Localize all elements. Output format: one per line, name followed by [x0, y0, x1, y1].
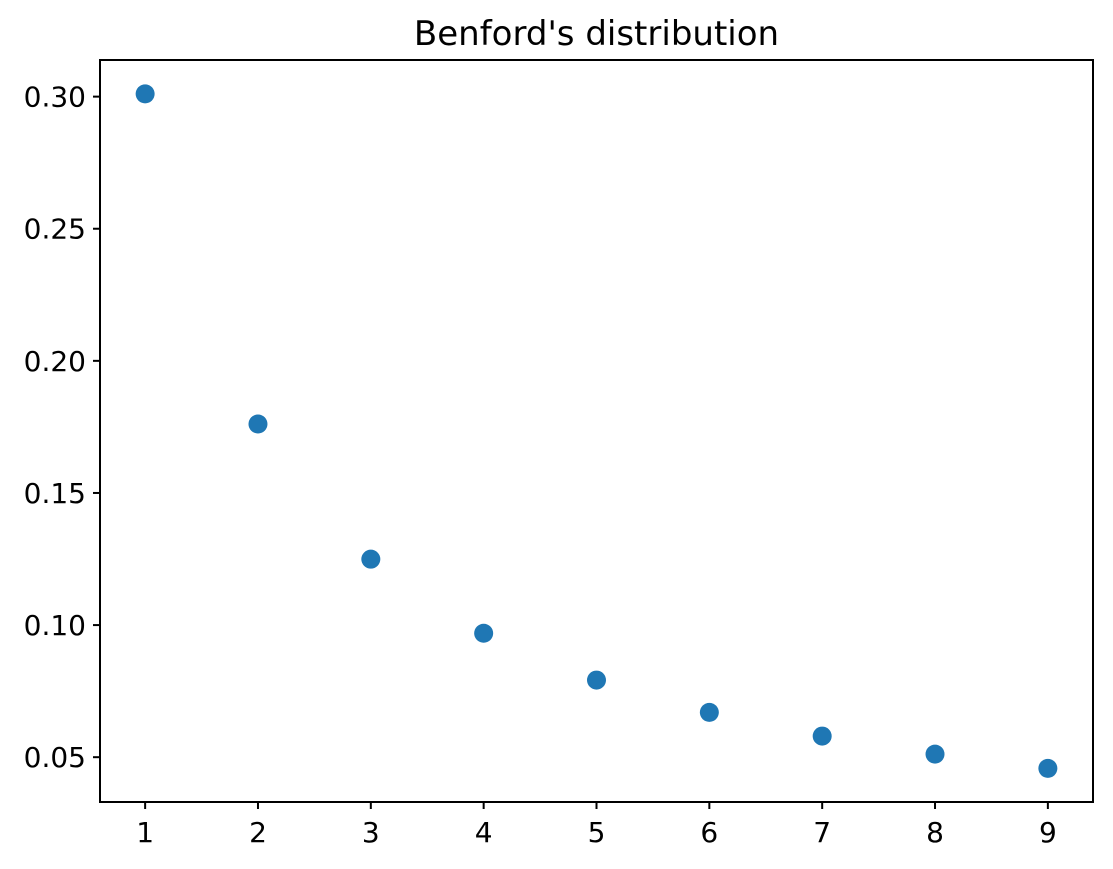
chart-title: Benford's distribution	[414, 14, 779, 54]
y-tick-label: 0.10	[24, 609, 86, 642]
data-point-digit-4	[474, 623, 494, 643]
plot-area: 1 2 3 4 5 6 7 8 9 0.05 0.10 0.15 0.20 0.25 0.30	[24, 59, 1094, 849]
y-tick-label: 0.20	[24, 345, 86, 378]
data-point-digit-3	[361, 549, 381, 569]
x-tick-label: 2	[249, 816, 267, 849]
x-tick-label: 7	[813, 816, 831, 849]
x-tick-label: 8	[926, 816, 944, 849]
x-tick-label: 5	[588, 816, 606, 849]
y-tick-label: 0.30	[24, 81, 86, 114]
data-point-digit-8	[925, 744, 945, 764]
x-tick-label: 4	[475, 816, 493, 849]
y-tick-label: 0.25	[24, 213, 86, 246]
y-tick-label: 0.05	[24, 741, 86, 774]
data-point-digit-1	[135, 84, 155, 104]
data-point-digit-6	[699, 702, 719, 722]
data-point-digit-5	[587, 670, 606, 690]
data-point-digit-9	[1038, 758, 1058, 778]
x-tick-label: 6	[700, 816, 718, 849]
axes-spines	[99, 59, 1094, 803]
y-tick-label: 0.15	[24, 477, 86, 510]
data-point-digit-7	[812, 726, 832, 746]
x-tick-label: 1	[136, 816, 154, 849]
x-tick-label: 9	[1039, 816, 1057, 849]
x-tick-label: 3	[362, 816, 380, 849]
data-point-digit-2	[248, 414, 268, 434]
